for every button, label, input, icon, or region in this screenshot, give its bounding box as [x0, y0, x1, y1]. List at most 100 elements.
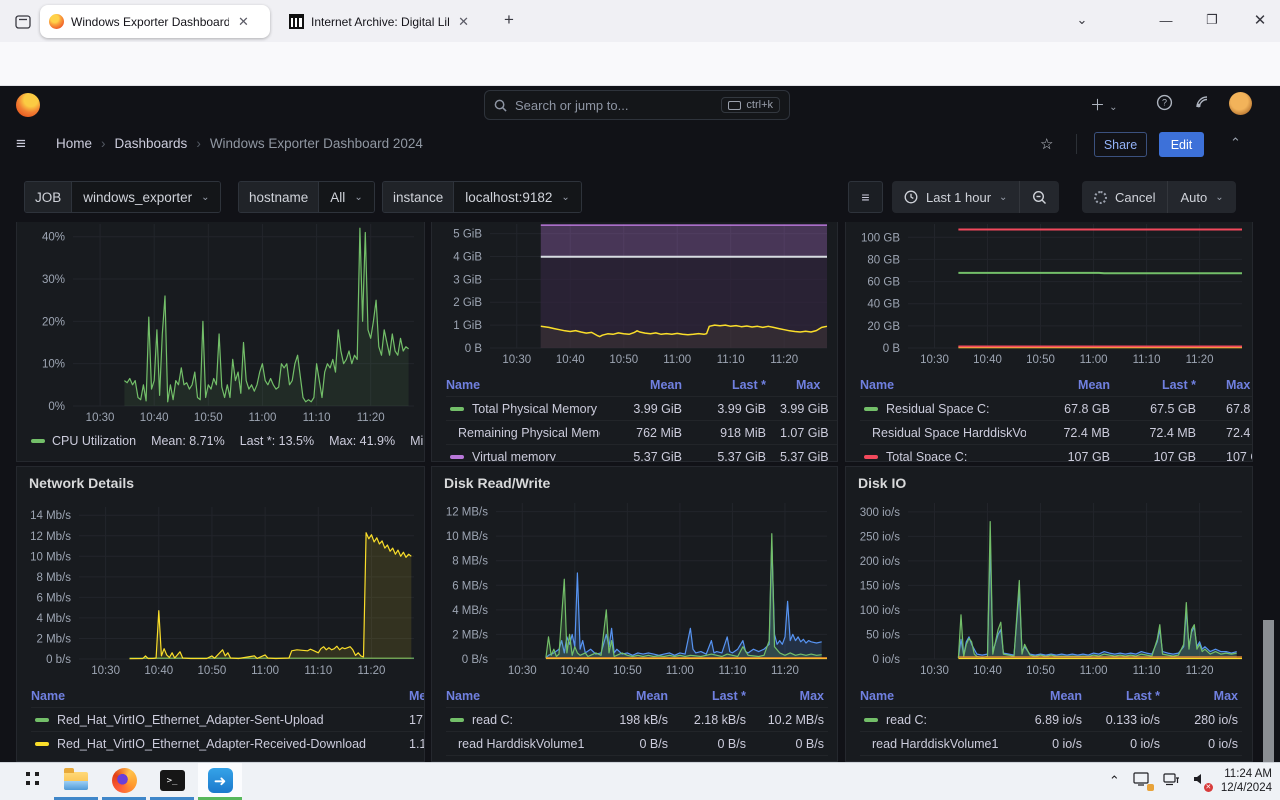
refresh-interval-picker[interactable]: Auto ⌄: [1167, 181, 1235, 213]
dashboard-links-button[interactable]: ≡: [848, 181, 883, 213]
window-restore-button[interactable]: ❐: [1206, 12, 1218, 27]
col-max[interactable]: Max: [1226, 378, 1251, 392]
series-name[interactable]: write C:: [446, 761, 584, 762]
disk-rw-chart[interactable]: 10:30 10:40 10:50 11:00 11:10 11:20 0 B/s 2 MB/…: [436, 501, 835, 681]
series-name[interactable]: write C:: [860, 761, 998, 762]
series-name[interactable]: Red_Hat_VirtIO_Ethernet_Adapter-Received…: [31, 737, 409, 751]
collapse-controls-chevron[interactable]: ⌃: [1230, 135, 1241, 150]
series-name[interactable]: Total Space C:: [860, 450, 1026, 461]
panel-title[interactable]: Disk IO: [858, 475, 907, 491]
start-button[interactable]: [8, 763, 52, 798]
refresh-cancel-button[interactable]: Cancel: [1082, 181, 1167, 213]
taskbar-terminal[interactable]: >_: [150, 763, 194, 798]
svg-text:10 Mb/s: 10 Mb/s: [30, 551, 71, 563]
disk-space-chart[interactable]: 10:30 10:40 10:50 11:00 11:10 11:20 0 B 20 GB 40…: [850, 222, 1250, 370]
time-range-picker[interactable]: Last 1 hour ⌄: [892, 181, 1019, 213]
col-last[interactable]: Last *: [1125, 689, 1160, 703]
col-max[interactable]: Max: [1213, 689, 1238, 703]
series-name[interactable]: Residual Space HarddiskVolume1: [872, 425, 1026, 440]
col-name[interactable]: Name: [446, 378, 481, 392]
series-name[interactable]: read C:: [860, 713, 998, 727]
edit-button[interactable]: Edit: [1159, 132, 1204, 157]
help-icon[interactable]: ?: [1156, 94, 1173, 115]
series-name[interactable]: Residual Space C:: [860, 402, 1026, 416]
col-mean[interactable]: Mean: [650, 378, 682, 392]
taskbar-active-app[interactable]: ➜: [198, 763, 242, 798]
svg-text:4 Mb/s: 4 Mb/s: [36, 613, 71, 625]
taskbar-file-explorer[interactable]: [54, 763, 98, 798]
display-sync-icon[interactable]: [1133, 772, 1154, 791]
svg-text:11:00: 11:00: [666, 665, 694, 677]
firefox-view-icon[interactable]: [10, 10, 36, 34]
variable-instance[interactable]: instance localhost:9182 ⌄: [382, 181, 582, 213]
taskbar-firefox[interactable]: [102, 763, 146, 798]
col-name[interactable]: Name: [31, 689, 66, 703]
list-all-tabs-chevron[interactable]: ⌄: [1076, 12, 1088, 27]
svg-text:50 io/s: 50 io/s: [866, 629, 900, 641]
col-mean[interactable]: Mean: [409, 689, 425, 703]
share-button[interactable]: Share: [1094, 132, 1147, 157]
cpu-chart[interactable]: 10:30 10:40 10:50 11:00 11:10 11:20 0% 10% 20% 30…: [21, 222, 422, 428]
col-last[interactable]: Last *: [1161, 378, 1196, 392]
series-name[interactable]: Total Physical Memory: [446, 402, 600, 416]
series-name[interactable]: Remaining Physical Memory: [458, 425, 600, 440]
favorite-star-icon[interactable]: ☆: [1040, 136, 1054, 153]
memory-chart[interactable]: 10:30 10:40 10:50 11:00 11:10 11:20 0 B 1 GiB 2 …: [436, 222, 835, 370]
network-icon[interactable]: [1163, 772, 1180, 789]
breadcrumb-dashboards[interactable]: Dashboards: [114, 136, 188, 151]
breadcrumb-separator: ›: [196, 136, 201, 151]
col-mean[interactable]: Mean: [1050, 689, 1082, 703]
col-last[interactable]: Last *: [711, 689, 746, 703]
disk-io-chart[interactable]: 10:30 10:40 10:50 11:00 11:10 11:20 0 io/s 50 i…: [850, 501, 1250, 681]
svg-text:10:50: 10:50: [198, 665, 227, 677]
variable-job[interactable]: JOB windows_exporter ⌄: [24, 181, 222, 213]
legend-series[interactable]: CPU Utilization: [31, 434, 136, 448]
col-name[interactable]: Name: [860, 378, 895, 392]
series-name[interactable]: read HarddiskVolume1: [458, 736, 584, 751]
col-last[interactable]: Last *: [731, 378, 766, 392]
col-mean[interactable]: Mean: [1078, 378, 1110, 392]
series-name[interactable]: Red_Hat_VirtIO_Ethernet_Adapter-Sent-Upl…: [31, 713, 409, 727]
svg-text:10:40: 10:40: [560, 665, 589, 677]
network-chart[interactable]: 10:30 10:40 10:50 11:00 11:10 11:20 0 b/s 2 Mb/…: [21, 501, 422, 681]
panel-title[interactable]: Network Details: [29, 475, 135, 491]
svg-text:10:40: 10:40: [973, 665, 1002, 677]
col-name[interactable]: Name: [860, 689, 895, 703]
window-minimize-button[interactable]: —: [1159, 12, 1173, 28]
mega-menu-icon[interactable]: ≡: [16, 134, 26, 153]
tray-expand-chevron[interactable]: ⌃: [1108, 772, 1120, 788]
file-explorer-icon: [64, 767, 88, 790]
news-icon[interactable]: [1194, 94, 1210, 114]
svg-text:10%: 10%: [42, 359, 65, 371]
page-scrollbar-thumb[interactable]: [1263, 620, 1274, 762]
col-name[interactable]: Name: [446, 689, 481, 703]
create-new-button[interactable]: ＋ ⌄: [1090, 97, 1118, 114]
avatar[interactable]: [1229, 92, 1252, 115]
panel-title[interactable]: Disk Read/Write: [444, 475, 551, 491]
divider: [1076, 134, 1077, 154]
col-mean[interactable]: Mean: [636, 689, 668, 703]
tab-grafana-dashboard[interactable]: Windows Exporter Dashboard 2 ✕: [40, 5, 270, 38]
series-name[interactable]: read HarddiskVolume1: [872, 736, 998, 751]
running-indicator: [198, 797, 242, 800]
window-close-button[interactable]: ✕: [1253, 12, 1267, 29]
tab-close-icon[interactable]: ✕: [238, 13, 249, 29]
svg-text:300 io/s: 300 io/s: [860, 507, 901, 519]
tab-close-icon[interactable]: ✕: [458, 13, 469, 29]
volume-muted-icon[interactable]: ✕: [1193, 772, 1213, 792]
series-swatch: [31, 439, 45, 443]
col-max[interactable]: Max: [799, 689, 824, 703]
series-name[interactable]: Virtual memory: [446, 450, 600, 461]
zoom-out-button[interactable]: [1019, 181, 1059, 213]
grafana-logo[interactable]: [16, 93, 40, 117]
search-input[interactable]: Search or jump to... ctrl+k: [484, 90, 790, 120]
series-name[interactable]: read C:: [446, 713, 584, 727]
clock[interactable]: 11:24 AM 12/4/2024: [1221, 767, 1272, 795]
chevron-down-icon: ⌄: [1215, 191, 1224, 203]
svg-text:11:20: 11:20: [357, 665, 385, 677]
variable-hostname[interactable]: hostname All ⌄: [238, 181, 375, 213]
breadcrumb-home[interactable]: Home: [56, 136, 93, 151]
tab-internet-archive[interactable]: Internet Archive: Digital Library ✕: [280, 5, 478, 38]
col-max[interactable]: Max: [796, 378, 821, 392]
new-tab-button[interactable]: +: [504, 10, 514, 29]
